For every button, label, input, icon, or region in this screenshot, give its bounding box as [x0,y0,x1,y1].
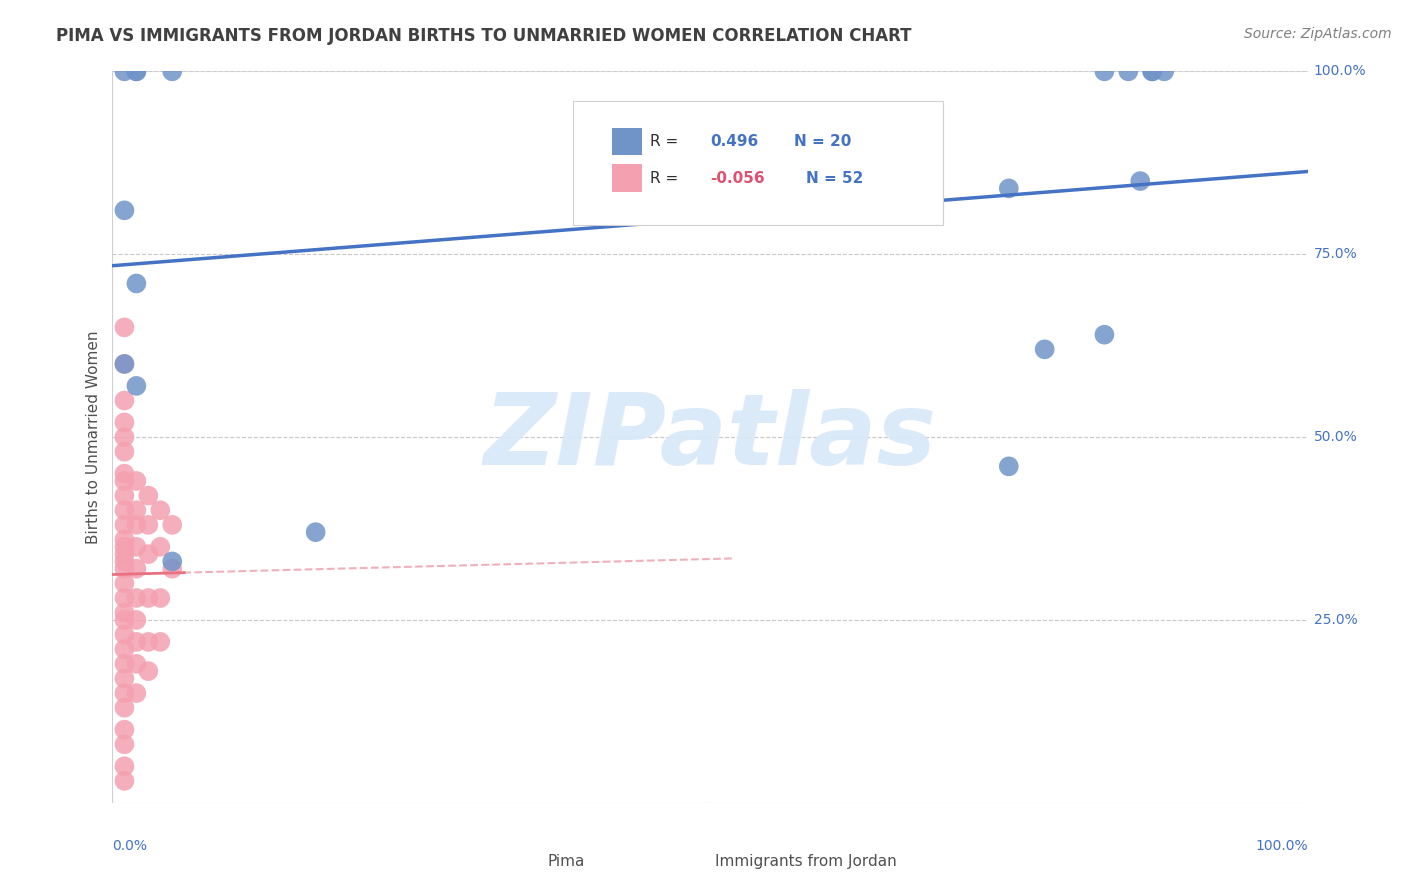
Text: 100.0%: 100.0% [1256,839,1308,854]
Point [138,664,160,678]
Point [114,503,135,517]
Point [114,416,135,430]
Point [998,459,1021,474]
Text: -0.056: -0.056 [710,170,765,186]
Point [114,357,135,371]
Text: PIMA VS IMMIGRANTS FROM JORDAN BIRTHS TO UNMARRIED WOMEN CORRELATION CHART: PIMA VS IMMIGRANTS FROM JORDAN BIRTHS TO… [56,27,911,45]
Point [149,635,172,649]
Point [138,547,160,561]
Text: N = 52: N = 52 [806,170,863,186]
Point [114,540,135,554]
Point [162,517,183,532]
Point [114,576,135,591]
Point [1142,64,1164,78]
Point [114,606,135,620]
Point [998,181,1021,195]
Text: Source: ZipAtlas.com: Source: ZipAtlas.com [1244,27,1392,41]
Text: 100.0%: 100.0% [1313,64,1367,78]
Point [125,379,148,393]
Point [114,320,135,334]
Point [1129,174,1152,188]
Point [125,613,148,627]
FancyBboxPatch shape [612,128,643,155]
Point [125,64,148,78]
Point [114,474,135,488]
Point [1118,64,1140,78]
Point [149,591,172,605]
Point [114,64,135,78]
Point [114,533,135,547]
Point [1094,327,1116,342]
Point [114,393,135,408]
Point [125,540,148,554]
Point [138,489,160,503]
Point [114,657,135,671]
Text: 75.0%: 75.0% [1313,247,1357,261]
Point [114,700,135,714]
Text: 25.0%: 25.0% [1313,613,1357,627]
Point [1094,64,1116,78]
Point [305,525,328,540]
Point [114,517,135,532]
Point [114,591,135,605]
Point [1153,64,1175,78]
Point [125,562,148,576]
Circle shape [696,834,724,852]
Point [138,635,160,649]
Circle shape [505,834,533,852]
Point [138,591,160,605]
Point [114,686,135,700]
Point [1033,343,1056,357]
Y-axis label: Births to Unmarried Women: Births to Unmarried Women [86,330,101,544]
Text: Pima: Pima [548,854,585,869]
Point [149,540,172,554]
Text: Immigrants from Jordan: Immigrants from Jordan [714,854,897,869]
Point [114,562,135,576]
Point [125,686,148,700]
Point [162,562,183,576]
Point [125,277,148,291]
Point [114,723,135,737]
Point [114,627,135,641]
Text: R =: R = [650,170,679,186]
Point [162,554,183,568]
FancyBboxPatch shape [572,101,943,225]
Point [114,357,135,371]
Point [114,759,135,773]
Text: ZIPatlas: ZIPatlas [484,389,936,485]
Point [114,430,135,444]
Point [162,64,183,78]
Point [114,547,135,561]
Point [114,444,135,458]
Text: 0.496: 0.496 [710,134,758,149]
Point [125,64,148,78]
Point [125,591,148,605]
Point [125,517,148,532]
Point [114,642,135,657]
Point [114,773,135,788]
Text: N = 20: N = 20 [793,134,851,149]
FancyBboxPatch shape [612,164,643,192]
Point [114,613,135,627]
Point [114,203,135,218]
Point [1142,64,1164,78]
Point [114,489,135,503]
Point [125,474,148,488]
Point [114,554,135,568]
Text: R =: R = [650,134,679,149]
Point [138,517,160,532]
Point [114,467,135,481]
Point [114,737,135,751]
Text: 0.0%: 0.0% [112,839,148,854]
Point [125,635,148,649]
Point [125,503,148,517]
Point [149,503,172,517]
Point [125,657,148,671]
Text: 50.0%: 50.0% [1313,430,1357,444]
Point [114,672,135,686]
